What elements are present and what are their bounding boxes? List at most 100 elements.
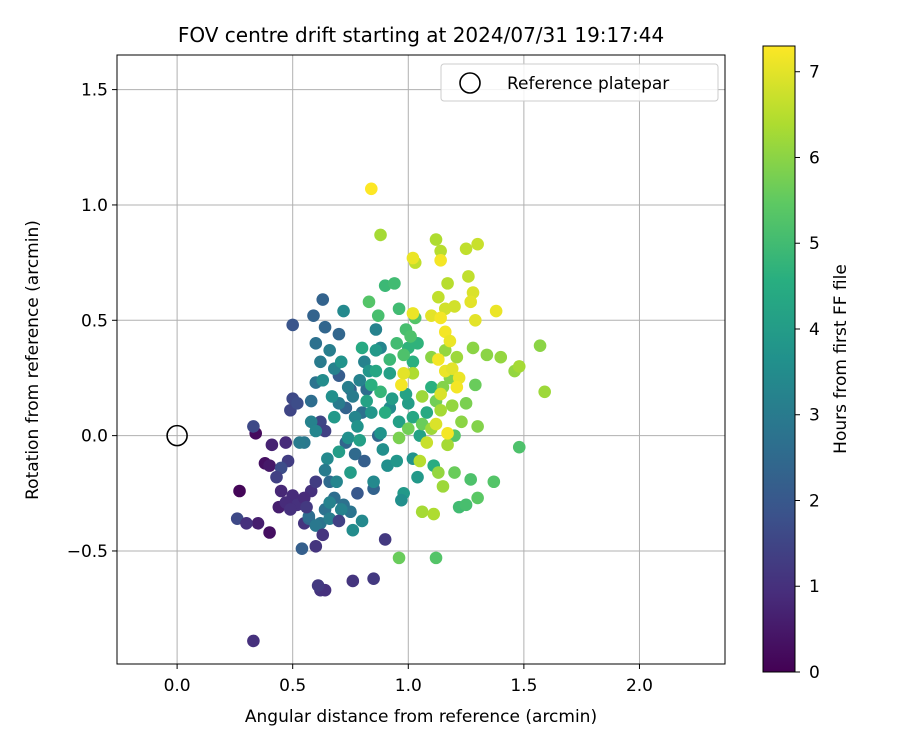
colorbar-tick-label: 4 <box>809 320 820 340</box>
colorbar-ticks: 0 1 2 3 4 5 6 7 <box>795 63 820 683</box>
data-point <box>328 410 341 424</box>
data-point <box>432 466 445 479</box>
data-point <box>330 475 343 489</box>
data-point <box>448 466 461 479</box>
data-point <box>316 528 330 542</box>
data-point <box>314 355 327 369</box>
data-point <box>429 233 443 246</box>
data-point <box>413 454 427 468</box>
y-tick-label: 0.5 <box>81 311 108 331</box>
data-point <box>364 406 378 419</box>
data-point <box>441 438 454 452</box>
data-point <box>265 438 279 452</box>
data-point <box>464 473 478 486</box>
data-point <box>434 403 447 417</box>
data-point <box>459 397 473 410</box>
data-point <box>397 348 410 362</box>
data-point <box>332 445 346 459</box>
colorbar-tick-label: 5 <box>809 234 820 254</box>
data-point <box>459 498 473 512</box>
data-point <box>434 244 447 258</box>
data-point <box>251 516 265 530</box>
data-point <box>353 373 367 387</box>
data-point <box>318 424 332 438</box>
data-point <box>392 431 406 445</box>
data-point <box>429 417 443 431</box>
data-point <box>512 440 526 454</box>
data-point <box>263 459 276 472</box>
data-point <box>397 367 410 380</box>
data-point <box>346 523 360 537</box>
colorbar-tick-label: 3 <box>809 406 820 426</box>
data-point <box>247 420 260 433</box>
data-point <box>332 327 346 341</box>
data-point <box>445 362 459 376</box>
colorbar-tick-label: 6 <box>809 148 820 168</box>
data-point <box>420 406 434 419</box>
colorbar-tick-label: 0 <box>809 663 820 683</box>
data-point <box>388 277 401 290</box>
data-point <box>441 277 454 290</box>
data-point <box>316 373 330 387</box>
data-point <box>367 572 380 585</box>
data-point <box>469 313 482 327</box>
data-point <box>448 300 461 313</box>
data-point <box>392 551 406 565</box>
data-point <box>270 470 283 484</box>
data-point <box>415 390 429 403</box>
data-point <box>434 311 447 325</box>
data-point <box>441 427 454 440</box>
data-point <box>284 503 297 516</box>
data-point <box>445 399 459 412</box>
data-point <box>487 475 501 489</box>
data-point <box>406 251 420 265</box>
colorbar-label: Hours from first FF file <box>831 264 851 454</box>
x-tick-label: 1.5 <box>510 676 537 696</box>
data-point <box>309 337 323 350</box>
data-point <box>395 493 408 507</box>
data-point <box>459 242 473 256</box>
grid <box>117 55 725 664</box>
data-point <box>432 353 445 366</box>
data-point <box>471 491 484 505</box>
data-point <box>434 387 447 401</box>
data-point <box>415 505 429 519</box>
data-point <box>425 380 438 394</box>
data-point <box>360 394 373 408</box>
data-point <box>263 526 276 539</box>
data-point <box>395 378 408 392</box>
data-point <box>376 443 390 456</box>
data-point <box>464 295 478 309</box>
data-point <box>355 341 369 355</box>
data-point <box>318 463 332 477</box>
y-tick-label: 1.0 <box>81 196 108 216</box>
colorbar: 0 1 2 3 4 5 6 7 Hours from first FF file <box>762 45 851 683</box>
data-point <box>344 466 357 479</box>
data-point <box>341 431 355 445</box>
data-point <box>346 574 360 588</box>
data-point <box>240 516 253 530</box>
x-tick-label: 1.0 <box>395 676 422 696</box>
data-point <box>247 634 260 648</box>
data-point <box>429 551 443 565</box>
data-point <box>406 367 420 380</box>
data-point <box>307 309 320 322</box>
y-tick-label: −0.5 <box>67 542 108 562</box>
data-points <box>230 182 551 648</box>
data-point <box>432 290 445 304</box>
data-point <box>332 514 346 528</box>
data-point <box>494 350 508 364</box>
data-point <box>346 390 360 403</box>
data-point <box>406 355 420 369</box>
data-point <box>318 320 332 334</box>
data-point <box>351 420 364 433</box>
data-point <box>383 353 397 366</box>
data-point <box>390 337 404 350</box>
data-point <box>401 422 415 436</box>
data-point <box>406 307 420 320</box>
data-point <box>369 364 383 378</box>
data-point <box>309 424 323 438</box>
y-tick-label: 0.0 <box>81 427 108 447</box>
data-point <box>304 394 318 408</box>
data-point <box>443 334 457 348</box>
